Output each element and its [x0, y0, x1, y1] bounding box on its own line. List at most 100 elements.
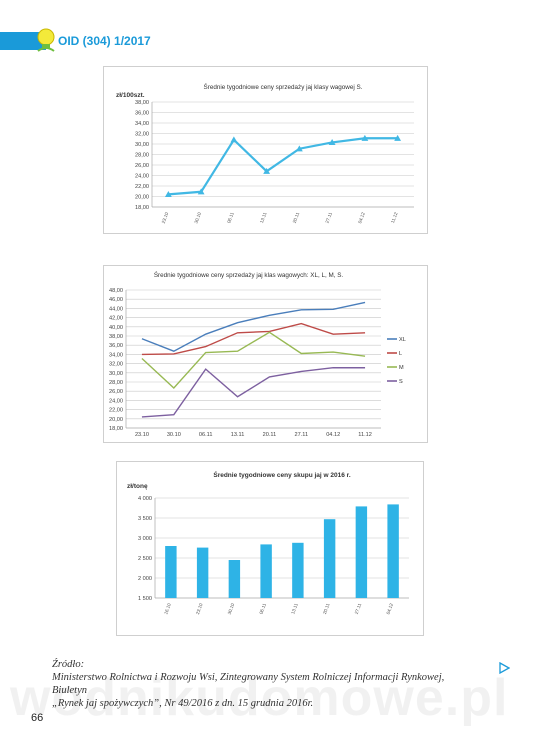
x-tick-label: 04.12: [357, 211, 366, 224]
x-tick-label: 20.11: [263, 432, 277, 438]
y-tick-label: 22,00: [135, 184, 149, 190]
x-tick-label: 27.11: [354, 602, 363, 615]
chart-1-line-s: Średnie tygodniowe ceny sprzedaży jaj kl…: [116, 82, 414, 224]
series-line-XL: [141, 301, 366, 352]
bar-23.10: [196, 547, 209, 598]
x-tick-label: 06.11: [226, 211, 235, 224]
chart-3-frame: Średnie tygodniowe ceny skupu jaj w 2016…: [116, 461, 424, 636]
y-tick-label: 26,00: [109, 389, 123, 395]
x-tick-label: 13.11: [259, 211, 268, 224]
bar-30.10: [228, 560, 241, 598]
y-tick-label: 4 000: [138, 496, 152, 502]
series-line-S: [168, 137, 398, 196]
bar-20.11: [323, 519, 336, 598]
y-tick-label: 3 000: [138, 536, 152, 542]
point-marker: [361, 134, 369, 141]
x-tick-label: 06.11: [259, 602, 268, 615]
y-tick-label: 26,00: [135, 163, 149, 169]
x-tick-label: 20.11: [292, 211, 301, 224]
x-tick-label: 20.11: [322, 602, 331, 615]
legend-label-L: L: [399, 351, 402, 357]
chart-3-bar-purchase: Średnie tygodniowe ceny skupu jaj w 2016…: [127, 470, 409, 615]
y-tick-label: 18,00: [135, 205, 149, 211]
x-tick-label: 13.11: [231, 432, 245, 438]
y-tick-label: 34,00: [109, 352, 123, 358]
y-tick-label: 32,00: [109, 362, 123, 368]
page-number: 66: [31, 712, 44, 724]
lightbulb-logo-icon: [37, 28, 55, 52]
x-tick-label: 11.12: [358, 432, 372, 438]
y-tick-label: 36,00: [109, 343, 123, 349]
header-accent-bar: [0, 32, 46, 50]
series-line-M: [141, 331, 366, 389]
x-tick-label: 11.12: [390, 211, 399, 224]
x-tick-label: 04.12: [326, 432, 340, 438]
y-tick-label: 2 500: [138, 556, 152, 562]
series-line-S: [141, 367, 366, 418]
y-tick-label: 46,00: [109, 297, 123, 303]
x-tick-label: 27.11: [295, 432, 309, 438]
y-axis-label: zł/tonę: [127, 483, 148, 490]
chart-2-frame: Średnie tygodniowe ceny sprzedaży jaj kl…: [103, 265, 428, 443]
source-label: Źródło:: [52, 659, 85, 670]
bar-16.10: [165, 546, 177, 598]
y-tick-label: 1 500: [138, 596, 152, 602]
legend-label-M: M: [399, 365, 404, 371]
y-tick-label: 30,00: [135, 142, 149, 148]
point-marker: [328, 139, 336, 146]
chart-1-frame: Średnie tygodniowe ceny sprzedaży jaj kl…: [103, 66, 428, 234]
y-tick-label: 32,00: [135, 132, 149, 138]
source-line-2: „Rynek jaj spożywczych”, Nr 49/2016 z dn…: [52, 698, 314, 709]
x-tick-label: 13.11: [290, 602, 299, 615]
point-marker: [263, 167, 271, 174]
y-tick-label: 22,00: [109, 408, 123, 414]
journal-title: OID (304) 1/2017: [58, 34, 151, 48]
y-tick-label: 42,00: [109, 316, 123, 322]
x-tick-label: 27.11: [325, 211, 334, 224]
x-tick-label: 23.10: [195, 602, 204, 615]
point-marker: [295, 145, 303, 152]
y-tick-label: 18,00: [109, 426, 123, 432]
point-marker: [394, 134, 402, 141]
point-marker: [230, 136, 238, 143]
bar-13.11: [292, 542, 304, 598]
x-tick-label: 06.11: [199, 432, 213, 438]
x-tick-label: 30.10: [227, 602, 236, 615]
series-line-L: [141, 322, 366, 356]
y-tick-label: 3 500: [138, 516, 152, 522]
y-tick-label: 30,00: [109, 371, 123, 377]
y-tick-label: 34,00: [135, 121, 149, 127]
y-axis-label: zł/100szt.: [116, 92, 145, 99]
y-tick-label: 44,00: [109, 306, 123, 312]
chart-title: Średnie tygodniowe ceny sprzedaży jaj kl…: [154, 270, 344, 279]
chart-title: Średnie tygodniowe ceny skupu jaj w 2016…: [213, 470, 350, 479]
y-tick-label: 20,00: [135, 195, 149, 201]
x-tick-label: 04.12: [385, 602, 394, 615]
y-tick-label: 20,00: [109, 417, 123, 423]
y-tick-label: 36,00: [135, 111, 149, 117]
y-tick-label: 2 000: [138, 576, 152, 582]
y-tick-label: 28,00: [109, 380, 123, 386]
x-tick-label: 30.10: [193, 211, 202, 224]
y-tick-label: 38,00: [135, 100, 149, 106]
bar-27.11: [355, 506, 368, 598]
x-tick-label: 23.10: [161, 211, 170, 224]
source-note: Źródło: Ministerstwo Rolnictwa i Rozwoju…: [52, 658, 472, 710]
y-tick-label: 24,00: [135, 174, 149, 180]
y-tick-label: 28,00: [135, 153, 149, 159]
legend-label-XL: XL: [399, 337, 406, 343]
source-line-1: Ministerstwo Rolnictwa i Rozwoju Wsi, Zi…: [52, 672, 445, 696]
y-tick-label: 38,00: [109, 334, 123, 340]
bar-06.11: [260, 544, 272, 598]
chart-title: Średnie tygodniowe ceny sprzedaży jaj kl…: [204, 82, 363, 91]
legend-label-S: S: [399, 379, 403, 385]
y-tick-label: 48,00: [109, 288, 123, 294]
x-tick-label: 23.10: [135, 432, 149, 438]
y-tick-label: 40,00: [109, 325, 123, 331]
x-tick-label: 16.10: [163, 602, 172, 615]
point-marker: [197, 188, 205, 195]
watermark-text: wodnikudomowe.pl: [10, 669, 509, 727]
x-tick-label: 30.10: [167, 432, 181, 438]
play-icon[interactable]: [498, 662, 510, 674]
point-marker: [164, 191, 172, 197]
